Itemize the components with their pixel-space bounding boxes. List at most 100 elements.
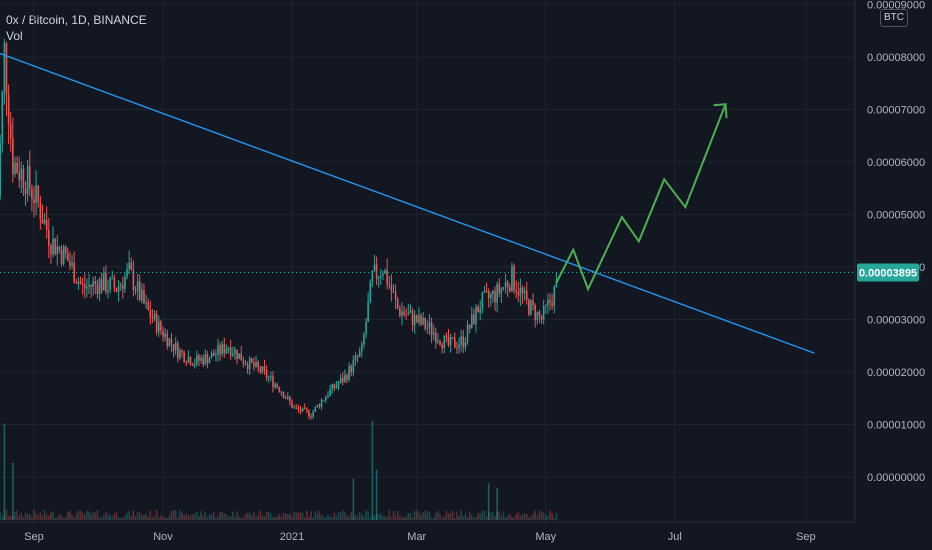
candle-body (299, 409, 302, 412)
candle-body (132, 269, 135, 291)
candle-body (52, 238, 54, 255)
candle-body (111, 277, 114, 279)
volume-bar (35, 512, 37, 520)
candle-body (424, 317, 427, 329)
candle-body (403, 311, 405, 315)
candle-body (234, 349, 236, 354)
volume-bar (263, 516, 266, 520)
volume-indicator-label[interactable]: Vol (6, 29, 23, 43)
volume-bar (132, 510, 135, 520)
volume-bar (409, 513, 412, 520)
candle-body (325, 396, 327, 401)
volume-bar (320, 515, 323, 520)
candle-body (162, 330, 164, 338)
volume-bar (479, 513, 482, 520)
candle-body (308, 410, 310, 417)
volume-bar (515, 513, 517, 520)
candle-body (64, 246, 67, 254)
candle-body (375, 264, 378, 279)
volume-bar (470, 514, 473, 520)
volume-bar (494, 515, 496, 520)
candle-body (344, 375, 346, 382)
candle-body (58, 246, 61, 250)
candle-body (124, 276, 126, 289)
volume-bar (164, 517, 166, 520)
candle-body (318, 404, 321, 407)
candle-body (284, 398, 287, 400)
volume-bar (234, 517, 236, 520)
volume-bar (282, 513, 285, 520)
candle-body (513, 266, 515, 291)
volume-bar (399, 515, 401, 520)
volume-spike (496, 487, 498, 520)
candle-body (248, 358, 251, 370)
candle-body (79, 281, 82, 284)
volume-bar (56, 516, 59, 520)
candle-body (62, 246, 65, 264)
volume-bar (187, 515, 190, 520)
x-tick-label: Sep (24, 531, 44, 543)
candle-body (7, 94, 10, 124)
candle-body (71, 262, 73, 266)
volume-bar (333, 512, 336, 520)
volume-bar (270, 513, 272, 520)
volume-bar (18, 516, 20, 520)
candle-body (219, 345, 221, 355)
volume-bar (456, 512, 458, 520)
candle-body (56, 246, 59, 255)
volume-bar (130, 516, 133, 520)
volume-bar (217, 516, 219, 520)
candle-body (107, 289, 109, 293)
volume-bar (454, 517, 456, 520)
volume-bar (299, 512, 302, 520)
y-tick-label: 0.00002000 (867, 367, 925, 379)
volume-bar (174, 510, 177, 520)
candle-body (382, 273, 384, 276)
volume-bar (394, 515, 397, 520)
candle-body (341, 377, 344, 382)
candle-body (200, 357, 202, 361)
volume-bar (90, 513, 92, 520)
candle-body (555, 281, 558, 288)
candle-body (90, 284, 92, 287)
candle-body (441, 345, 443, 348)
candle-body (530, 300, 532, 315)
volume-bar (198, 515, 200, 520)
currency-button[interactable]: BTC (880, 9, 908, 27)
candle-body (0, 142, 1, 196)
volume-bar (464, 513, 467, 520)
volume-bar (33, 510, 35, 520)
volume-bar (111, 516, 114, 520)
volume-bar (272, 517, 274, 520)
candle-body (198, 355, 200, 361)
volume-bar (306, 510, 308, 520)
y-tick-label: 0.00007000 (867, 105, 925, 117)
candle-body (352, 360, 355, 373)
y-tick-label: 0.00005000 (867, 210, 925, 222)
symbol-title[interactable]: 0x / Bitcoin, 1D, BINANCE (6, 13, 147, 27)
volume-bar (523, 513, 526, 520)
volume-bar (183, 515, 185, 520)
candle-body (388, 284, 391, 286)
volume-bar (94, 512, 97, 520)
candle-body (297, 407, 300, 410)
candle-body (358, 351, 361, 357)
candle-body (327, 395, 329, 397)
candle-body (119, 284, 122, 287)
candle-body (475, 306, 477, 325)
volume-bar (316, 513, 319, 520)
candle-body (67, 253, 69, 262)
candle-body (157, 321, 160, 333)
candle-body (242, 360, 245, 364)
candle-body (371, 270, 374, 282)
volume-bar (485, 516, 488, 520)
volume-bar (443, 516, 446, 520)
candle-body (83, 284, 86, 289)
volume-bar (401, 517, 403, 520)
volume-bar (107, 514, 109, 520)
volume-bar (396, 511, 399, 520)
candle-body (367, 302, 369, 322)
volume-bar (411, 517, 414, 520)
volume-bar (37, 515, 40, 520)
